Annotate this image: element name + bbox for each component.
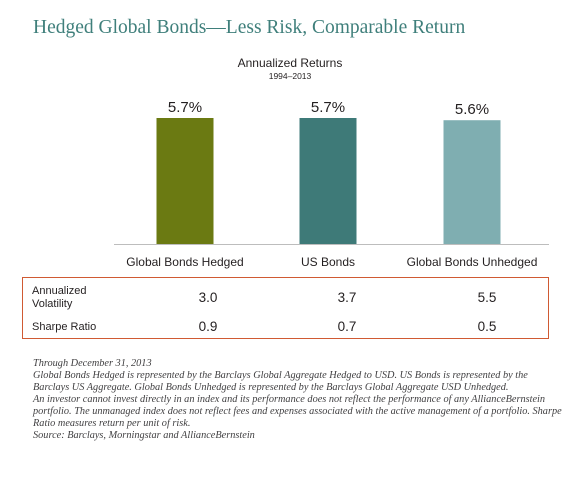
stats-row-volatility: Annualized Volatility 3.0 3.7 5.5 bbox=[23, 283, 548, 313]
bar-chart: 5.7% Global Bonds Hedged 5.7% US Bonds 5.6% G… bbox=[114, 99, 549, 269]
data-label: 5.7% bbox=[311, 99, 345, 116]
stats-label-line: Volatility bbox=[32, 298, 73, 310]
category-label: Global Bonds Hedged bbox=[126, 255, 243, 269]
page-title: Hedged Global Bonds—Less Risk, Comparabl… bbox=[33, 17, 466, 38]
data-label: 5.7% bbox=[168, 99, 202, 116]
stats-cell: 0.7 bbox=[337, 319, 357, 334]
stats-cell: 5.5 bbox=[477, 290, 497, 305]
footnote: Source: Barclays, Morningstar and Allian… bbox=[33, 430, 255, 441]
bar-1 bbox=[299, 118, 357, 244]
stats-row-label: Sharpe Ratio bbox=[32, 321, 97, 333]
stats-cell: 0.9 bbox=[198, 319, 218, 334]
category-label: US Bonds bbox=[301, 255, 355, 269]
data-label: 5.6% bbox=[455, 101, 489, 118]
footnotes: Through December 31, 2013 Global Bonds H… bbox=[33, 358, 563, 442]
bar-0 bbox=[156, 118, 214, 244]
bar-2 bbox=[443, 120, 501, 244]
stats-cell: 3.0 bbox=[198, 290, 218, 305]
footnote: An investor cannot invest directly in an… bbox=[33, 394, 562, 429]
stats-row-label: Annualized Volatility bbox=[32, 285, 86, 311]
stats-cell: 0.5 bbox=[477, 319, 497, 334]
footnote: Global Bonds Hedged is represented by th… bbox=[33, 370, 528, 393]
chart-title: Annualized Returns bbox=[237, 56, 343, 70]
footnote: Through December 31, 2013 bbox=[33, 358, 152, 369]
stats-label-line: Annualized bbox=[32, 285, 87, 297]
stats-table: Annualized Volatility 3.0 3.7 5.5 Sharpe… bbox=[22, 277, 549, 339]
stats-cell: 3.7 bbox=[337, 290, 357, 305]
category-label: Global Bonds Unhedged bbox=[407, 255, 538, 269]
chart-subtitle: 1994–2013 bbox=[268, 71, 312, 81]
stats-row-sharpe: Sharpe Ratio 0.9 0.7 0.5 bbox=[23, 319, 548, 337]
